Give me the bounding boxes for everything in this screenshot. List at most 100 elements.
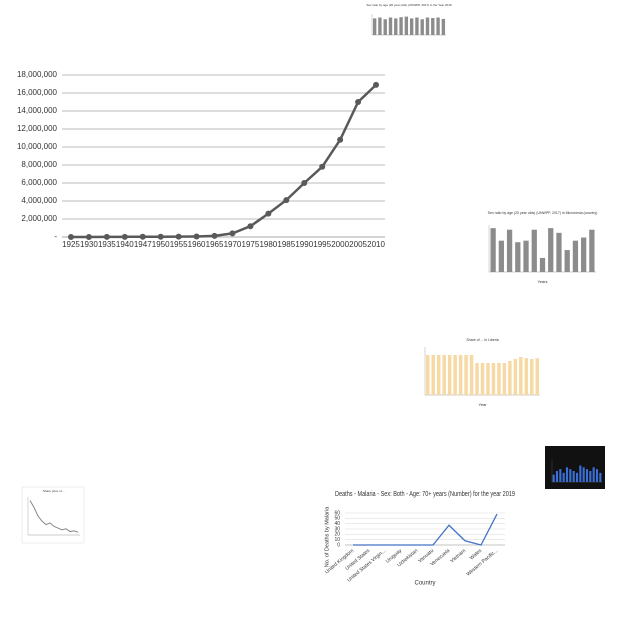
marker xyxy=(103,233,110,240)
y-tick-label: 2,000,000 xyxy=(21,214,57,223)
x-tick-label: 1925 xyxy=(62,240,80,249)
bar xyxy=(589,471,592,482)
bar xyxy=(581,237,587,272)
bar xyxy=(579,465,582,482)
bar xyxy=(388,17,393,35)
y-tick-label: 0 xyxy=(337,542,340,548)
marker xyxy=(319,163,326,170)
marker xyxy=(265,210,272,217)
marker xyxy=(301,180,308,186)
y-tick-label: 14,000,000 xyxy=(17,106,58,115)
y-tick-label: 18,000,000 xyxy=(17,70,58,79)
x-tick-label: 1935 xyxy=(98,240,116,249)
x-tick-label: 2000 xyxy=(331,240,349,249)
line xyxy=(353,513,498,546)
y-axis-title: No. of Deaths by Malaria xyxy=(324,506,330,567)
x-tick-label: 1930 xyxy=(80,240,98,249)
marker xyxy=(121,233,128,240)
chart-title: Sex ratio by age (20 year olds) (UNWPP, … xyxy=(366,3,452,7)
marker xyxy=(229,230,236,237)
bar xyxy=(513,359,518,395)
chart-background xyxy=(545,446,605,489)
x-tick-label: Vietnam xyxy=(449,548,467,564)
bar xyxy=(502,363,507,395)
bar xyxy=(585,469,589,482)
bar xyxy=(447,355,452,395)
bar xyxy=(556,232,562,272)
bar xyxy=(442,355,446,395)
marker xyxy=(211,232,218,239)
x-tick-label: 2010 xyxy=(367,240,385,249)
y-tick-label: 60 xyxy=(334,510,340,516)
x-axis-title: Country xyxy=(414,581,435,587)
marker xyxy=(175,233,182,240)
x-tick-label: 1975 xyxy=(242,240,260,249)
bar xyxy=(497,363,501,395)
bar xyxy=(399,17,403,35)
bar xyxy=(595,469,599,482)
chart-frame xyxy=(21,486,85,544)
marker xyxy=(247,223,254,230)
bar xyxy=(592,467,595,482)
bar xyxy=(378,17,382,35)
bar xyxy=(425,17,430,35)
bar xyxy=(394,18,398,35)
marker xyxy=(283,197,290,204)
x-tick-label: 1985 xyxy=(277,240,295,249)
x-tick-label: 1950 xyxy=(152,240,170,249)
y-tick-label: 20 xyxy=(334,532,340,538)
y-tick-label: 10,000,000 xyxy=(17,142,58,151)
bar xyxy=(420,19,424,35)
bar xyxy=(562,472,565,482)
marker xyxy=(139,233,146,240)
marker xyxy=(337,136,344,143)
line xyxy=(29,500,79,533)
marker xyxy=(193,233,200,240)
bar xyxy=(572,240,579,272)
bar xyxy=(530,359,534,395)
x-tick-label: 1955 xyxy=(170,240,188,249)
bar xyxy=(480,363,485,395)
bar xyxy=(383,19,387,35)
bar xyxy=(548,228,554,272)
chart-title: Share of ... in Liberia xyxy=(466,338,498,342)
x-tick-label: 1980 xyxy=(259,240,277,249)
bar xyxy=(508,361,512,395)
bar xyxy=(498,240,504,272)
x-axis-title: Year xyxy=(478,402,487,407)
bar xyxy=(436,17,440,35)
bar xyxy=(515,242,521,272)
bar xyxy=(523,240,529,272)
line xyxy=(70,83,377,239)
bar xyxy=(458,355,463,395)
bar xyxy=(464,355,468,395)
marker xyxy=(85,234,92,240)
x-tick-label: 1970 xyxy=(224,240,242,249)
bar xyxy=(524,358,529,395)
bar xyxy=(582,467,585,482)
chart-title: Sex ratio by age (20 year olds) (UNWPP, … xyxy=(488,211,598,215)
x-tick-label: 1960 xyxy=(188,240,206,249)
x-tick-label: 1990 xyxy=(295,240,313,249)
bar xyxy=(453,355,457,395)
x-tick-label: 1995 xyxy=(313,240,331,249)
bar xyxy=(469,355,474,395)
bar xyxy=(441,18,446,35)
bar xyxy=(490,228,496,272)
x-tick-label: 1965 xyxy=(206,240,224,249)
bar xyxy=(535,358,540,395)
y-tick-label: 30 xyxy=(334,526,340,532)
bar xyxy=(372,18,377,35)
bar xyxy=(589,229,595,272)
bar xyxy=(559,469,562,482)
chart-title: Deaths - Malaria - Sex: Both - Age: 70+ … xyxy=(335,491,515,498)
bar xyxy=(404,16,409,35)
bar xyxy=(436,355,441,395)
bar xyxy=(431,18,435,35)
y-tick-label: 8,000,000 xyxy=(21,160,57,169)
bar xyxy=(425,355,430,395)
bar xyxy=(475,363,479,395)
y-tick-label: 6,000,000 xyxy=(21,178,57,187)
bar xyxy=(564,250,570,272)
y-tick-label: 40 xyxy=(334,521,340,527)
